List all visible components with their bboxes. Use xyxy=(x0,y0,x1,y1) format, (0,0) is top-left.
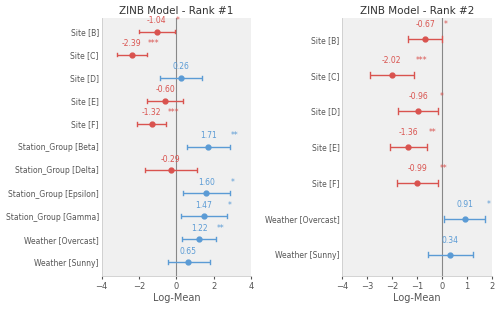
Text: -1.32: -1.32 xyxy=(142,108,162,117)
Text: -2.39: -2.39 xyxy=(122,39,142,48)
Text: 0.65: 0.65 xyxy=(180,247,197,256)
Text: ***: *** xyxy=(168,108,179,117)
Text: -0.60: -0.60 xyxy=(155,85,175,94)
Text: -1.04: -1.04 xyxy=(147,16,167,25)
Text: *: * xyxy=(176,16,180,25)
Text: *: * xyxy=(440,92,444,101)
Text: *: * xyxy=(444,20,448,29)
Text: 1.60: 1.60 xyxy=(198,178,214,187)
Title: ZINB Model - Rank #1: ZINB Model - Rank #1 xyxy=(119,6,234,15)
Text: -0.96: -0.96 xyxy=(408,92,428,101)
Text: *: * xyxy=(487,200,491,209)
Text: -0.29: -0.29 xyxy=(161,154,180,163)
Text: 1.71: 1.71 xyxy=(200,131,216,141)
Text: *: * xyxy=(231,178,235,187)
Text: 1.47: 1.47 xyxy=(196,201,212,210)
Text: ***: *** xyxy=(148,39,160,48)
Text: -2.02: -2.02 xyxy=(382,56,402,65)
Text: **: ** xyxy=(231,131,238,141)
Text: *: * xyxy=(228,201,232,210)
Text: -1.36: -1.36 xyxy=(398,128,418,137)
X-axis label: Log-Mean: Log-Mean xyxy=(152,294,200,303)
Title: ZINB Model - Rank #2: ZINB Model - Rank #2 xyxy=(360,6,474,15)
Text: **: ** xyxy=(217,224,224,233)
Text: -0.67: -0.67 xyxy=(416,20,435,29)
Text: **: ** xyxy=(440,164,447,173)
Text: -0.99: -0.99 xyxy=(408,164,427,173)
Text: 1.22: 1.22 xyxy=(191,224,208,233)
Text: 0.91: 0.91 xyxy=(456,200,473,209)
X-axis label: Log-Mean: Log-Mean xyxy=(394,294,441,303)
Text: ***: *** xyxy=(416,56,427,65)
Text: 0.34: 0.34 xyxy=(442,235,459,244)
Text: 0.26: 0.26 xyxy=(172,62,190,71)
Text: **: ** xyxy=(428,128,436,137)
